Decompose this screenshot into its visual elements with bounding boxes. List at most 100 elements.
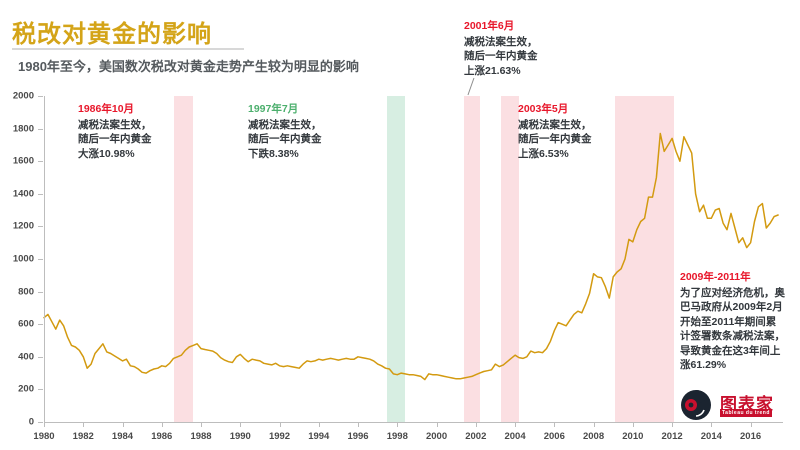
anno-2001: 2001年6月减税法案生效， 随后一年内黄金 上涨21.63%	[464, 19, 538, 78]
y-tick-mark	[38, 226, 43, 228]
x-tick-mark	[240, 422, 242, 427]
y-axis	[44, 96, 45, 423]
y-tick-mark	[38, 422, 43, 423]
x-tick-label: 1984	[111, 431, 134, 442]
y-tick-label: 400	[18, 351, 34, 363]
annotation-line: 随后一年内黄金	[248, 133, 322, 145]
x-tick-mark	[279, 422, 281, 427]
annotation-line: 上涨21.63%	[464, 64, 521, 77]
x-tick-label: 1992	[268, 431, 291, 442]
annotation-pointer-2001	[467, 77, 475, 96]
annotation-line: 导致黄金在这3年间上	[680, 344, 781, 357]
x-tick-mark	[672, 422, 674, 427]
x-axis	[44, 422, 783, 423]
y-tick-label: 2000	[12, 90, 34, 102]
annotation-line: 巴马政府从2009年2月	[680, 301, 783, 313]
annotation-line: 减税法案生效，	[518, 118, 592, 131]
x-tick-label: 2006	[543, 431, 565, 442]
x-tick-mark	[711, 422, 713, 427]
band-1997	[387, 96, 406, 422]
annotation-line: 上涨6.53%	[518, 147, 569, 160]
y-tick-mark	[38, 128, 43, 130]
title-divider	[12, 48, 244, 50]
annotation-line: 减税法案生效，	[464, 35, 538, 48]
x-tick-label: 2002	[465, 431, 487, 442]
x-tick-label: 2014	[700, 431, 722, 442]
anno-1986: 1986年10月减税法案生效， 随后一年内黄金 大涨10.98%	[78, 102, 152, 161]
x-tick-label: 1994	[308, 431, 330, 442]
annotation-line: 涨61.29%	[680, 359, 727, 371]
x-tick-label: 2004	[504, 431, 526, 442]
annotation-line: 随后一年内黄金	[78, 133, 152, 145]
y-tick-mark	[38, 291, 43, 293]
x-tick-mark	[83, 422, 85, 427]
x-tick-mark	[515, 422, 517, 427]
y-tick-mark	[38, 259, 43, 260]
x-tick-label: 1980	[33, 431, 55, 442]
x-tick-label: 1990	[229, 431, 251, 442]
logo-head-icon	[681, 390, 711, 420]
x-tick-label: 2012	[661, 431, 683, 442]
brand-logo: 图表家 Tableau du trend	[674, 388, 792, 422]
page-subtitle: 1980年至今，美国数次税改对黄金走势产生较为明显的影响	[18, 59, 359, 74]
anno-1986-body: 减税法案生效， 随后一年内黄金 大涨10.98%	[78, 118, 152, 162]
y-tick-mark	[38, 161, 43, 163]
x-tick-mark	[554, 422, 556, 427]
x-tick-label: 1998	[386, 431, 408, 442]
anno-1997: 1997年7月 减税法案生效， 随后一年内黄金 下跌8.38%	[248, 102, 322, 161]
anno-2009: 2009年-2011年 为了应对经济危机，奥 巴马政府从2009年2月 开始至2011…	[680, 270, 785, 373]
y-tick-label: 1400	[12, 188, 34, 200]
x-tick-mark	[593, 422, 595, 427]
anno-1997-title: 1997年7月	[248, 103, 299, 115]
anno-2001-title: 2001年6月	[464, 20, 515, 32]
page-title: 税改对黄金的影响	[12, 21, 212, 48]
anno-1997-body: 减税法案生效， 随后一年内黄金 下跌8.38%	[248, 118, 322, 162]
annotation-line: 随后一年内黄金	[464, 50, 538, 62]
x-tick-mark	[475, 422, 477, 427]
x-tick-mark	[750, 422, 752, 427]
anno-1986-title: 1986年10月	[78, 103, 135, 115]
y-tick-mark	[38, 96, 43, 97]
band-1986	[173, 96, 194, 422]
y-tick-mark	[38, 356, 43, 358]
x-tick-label: 1988	[190, 431, 212, 442]
x-tick-label: 2010	[622, 431, 644, 442]
x-tick-mark	[358, 422, 360, 427]
x-tick-mark	[122, 422, 124, 427]
y-tick-label: 1200	[12, 220, 34, 232]
y-tick-mark	[38, 324, 43, 326]
annotation-line: 减税法案生效，	[78, 118, 152, 131]
annotation-line: 随后一年内黄金	[518, 133, 592, 145]
annotation-line: 为了应对经济危机，奥	[680, 286, 785, 299]
annotation-line: 大涨10.98%	[78, 147, 135, 160]
x-tick-mark	[44, 422, 45, 427]
anno-2003: 2003年5月减税法案生效， 随后一年内黄金 上涨6.53%	[518, 102, 592, 161]
x-tick-mark	[201, 422, 203, 427]
x-tick-label: 1982	[72, 431, 94, 442]
band-2001	[464, 96, 480, 422]
y-tick-label: 1600	[12, 155, 34, 167]
x-tick-label: 2008	[582, 431, 605, 442]
x-tick-mark	[632, 422, 634, 427]
x-tick-label: 2000	[425, 431, 448, 442]
annotation-line: 计签署数条减税法案，	[680, 330, 785, 342]
band-2003	[501, 96, 519, 422]
x-tick-mark	[436, 422, 438, 427]
annotation-line: 开始至2011年期间累	[680, 315, 777, 328]
x-tick-mark	[318, 422, 320, 427]
anno-2003-title: 2003年5月	[518, 103, 569, 115]
annotation-line: 减税法案生效，	[248, 118, 322, 131]
x-tick-label: 1986	[151, 431, 173, 442]
y-tick-label: 1000	[12, 253, 34, 265]
y-tick-label: 200	[18, 383, 34, 395]
y-tick-mark	[38, 193, 43, 195]
x-tick-label: 2016	[740, 431, 762, 442]
y-tick-label: 0	[28, 416, 34, 428]
anno-2003-body: 减税法案生效， 随后一年内黄金 上涨6.53%	[518, 118, 592, 162]
band-2009	[615, 96, 675, 422]
y-tick-label: 1800	[12, 123, 34, 135]
y-tick-label: 800	[18, 286, 34, 298]
anno-2009-body: 为了应对经济危机，奥 巴马政府从2009年2月 开始至2011年期间累 计签署数条减税…	[680, 286, 785, 373]
x-tick-label: 1996	[347, 431, 369, 442]
